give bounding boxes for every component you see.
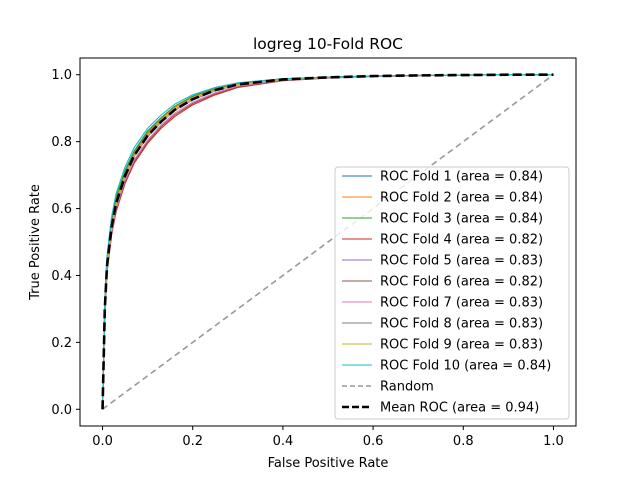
legend-label: Random [380, 380, 434, 395]
y-tick-label: 0.4 [51, 269, 72, 284]
x-tick-label: 0.8 [453, 434, 474, 449]
legend-label: ROC Fold 5 (area = 0.83) [380, 254, 543, 269]
y-tick-label: 0.2 [51, 336, 72, 351]
x-tick-label: 0.6 [363, 434, 384, 449]
legend-label: ROC Fold 2 (area = 0.84) [380, 191, 543, 206]
x-axis-label: False Positive Rate [268, 456, 389, 471]
x-tick-label: 0.0 [92, 434, 113, 449]
legend-label: ROC Fold 4 (area = 0.82) [380, 233, 543, 248]
plot-lines [101, 73, 554, 410]
y-tick-label: 0.6 [51, 202, 72, 217]
legend-label: ROC Fold 9 (area = 0.83) [380, 338, 543, 353]
y-tick-label: 0.8 [51, 135, 72, 150]
y-axis-label: True Positive Rate [28, 184, 43, 301]
legend-label: Mean ROC (area = 0.94) [380, 401, 539, 416]
x-tick-label: 1.0 [543, 434, 564, 449]
legend-box [334, 166, 570, 420]
y-axis-ticks: 0.0 0.2 0.4 0.6 0.8 1.0 [51, 68, 80, 418]
y-tick-label: 1.0 [51, 68, 72, 83]
x-axis-ticks: 0.0 0.2 0.4 0.6 0.8 1.0 [92, 426, 564, 449]
legend-label: ROC Fold 3 (area = 0.84) [380, 212, 543, 227]
legend-label: ROC Fold 1 (area = 0.84) [380, 170, 543, 185]
y-tick-label: 0.0 [51, 403, 72, 418]
x-tick-label: 0.4 [273, 434, 294, 449]
legend-label: ROC Fold 6 (area = 0.82) [380, 275, 543, 290]
plot-frame [79, 57, 577, 427]
legend-label: ROC Fold 10 (area = 0.84) [380, 359, 551, 374]
legend: ROC Fold 1 (area = 0.84) ROC Fold 2 (area… [334, 166, 570, 420]
x-tick-label: 0.2 [182, 434, 203, 449]
series-line-random [102, 74, 554, 410]
legend-label: ROC Fold 7 (area = 0.83) [380, 296, 543, 311]
legend-label: ROC Fold 8 (area = 0.83) [380, 317, 543, 332]
series-line-mean-roc-area-0-94 [101, 73, 554, 410]
chart-title: logreg 10-Fold ROC [253, 35, 403, 53]
